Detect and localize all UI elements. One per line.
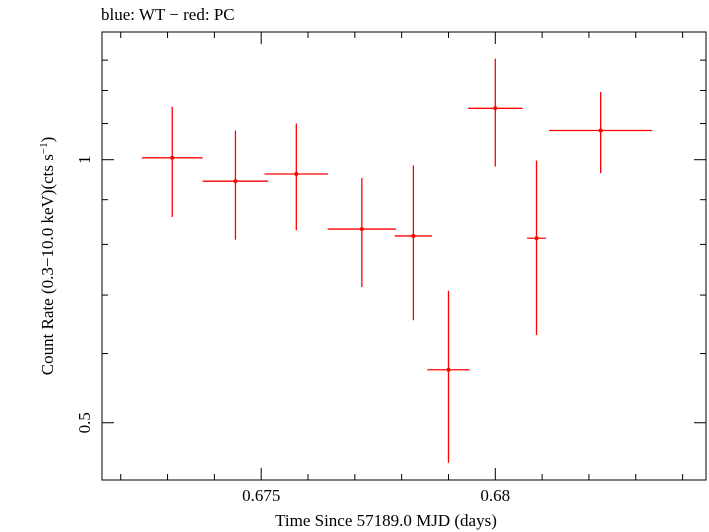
data-point	[411, 233, 416, 238]
data-point	[233, 179, 238, 184]
y-tick-label: 1	[75, 155, 94, 164]
y-axis-label-exponent: −1	[38, 142, 50, 154]
x-tick-label: 0.68	[480, 486, 510, 505]
plot-frame	[101, 31, 707, 481]
data-point	[534, 236, 539, 241]
chart-title: blue: WT − red: PC	[101, 5, 235, 24]
y-tick-label: 0.5	[75, 412, 94, 433]
data-marks	[141, 58, 653, 463]
x-axis-label: Time Since 57189.0 MJD (days)	[275, 511, 497, 530]
data-point	[446, 367, 451, 372]
y-axis-label-tail: )	[38, 137, 57, 143]
data-point	[294, 172, 299, 177]
axis-ticks	[102, 31, 706, 480]
data-point	[359, 227, 364, 232]
data-point	[598, 128, 603, 133]
data-point	[493, 106, 498, 111]
y-axis-label: Count Rate (0.3−10.0 keV)(cts s−1)	[38, 137, 57, 376]
data-point	[170, 155, 175, 160]
tick-labels: 0.675 0.68 0.5 1	[75, 155, 510, 505]
x-tick-label: 0.675	[242, 486, 280, 505]
